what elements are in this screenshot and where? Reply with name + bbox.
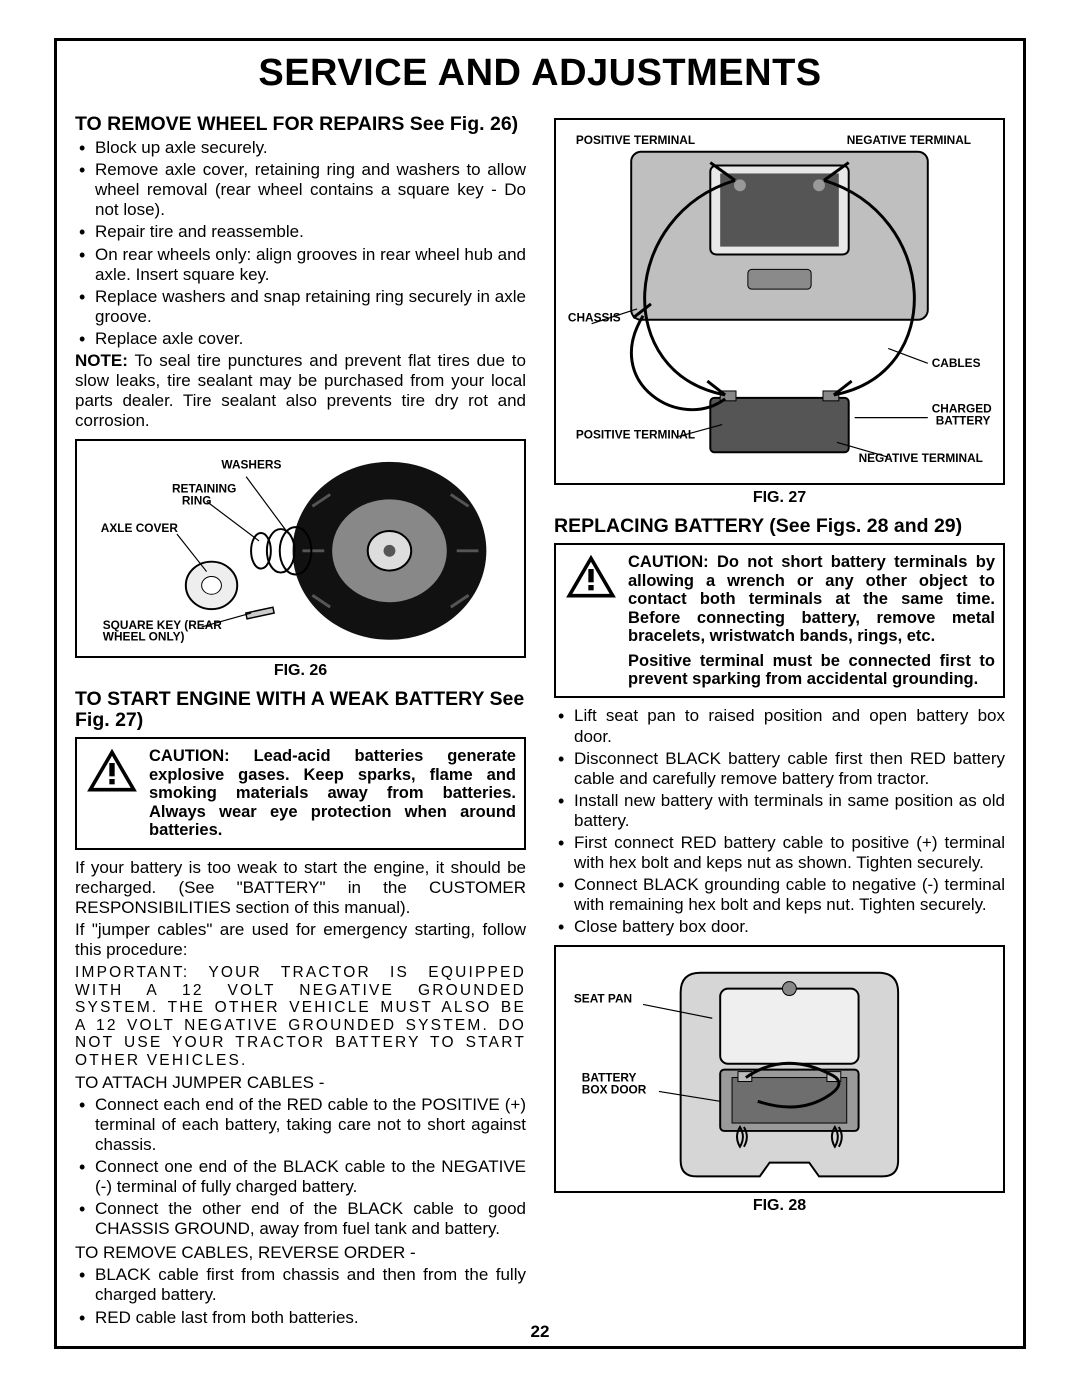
list-item: Disconnect BLACK battery cable first the… [554, 749, 1005, 789]
heading-weak-battery: TO START ENGINE WITH A WEAK BATTERY See … [75, 689, 526, 732]
fig28-caption: FIG. 28 [554, 1197, 1005, 1216]
fig26-caption: FIG. 26 [75, 662, 526, 681]
page-number: 22 [57, 1322, 1023, 1342]
remove-list: BLACK cable first from chassis and then … [75, 1265, 526, 1327]
label-sqkey2: WHEEL ONLY) [103, 630, 185, 644]
caution-box-left: CAUTION: Lead-acid batteries generate ex… [75, 737, 526, 849]
list-item: Lift seat pan to raised position and ope… [554, 706, 1005, 746]
label-pos2: POSITIVE TERMINAL [576, 427, 695, 441]
figure-28: SEAT PAN BATTERY BOX DOOR [554, 945, 1005, 1193]
heading-replace: REPLACING BATTERY (See Figs. 28 and 29) [554, 516, 1005, 537]
p-jumper: If "jumper cables" are used for emergenc… [75, 920, 526, 960]
label-retaining2: RING [182, 493, 212, 507]
attach-head: TO ATTACH JUMPER CABLES - [75, 1073, 526, 1093]
figure-26: WASHERS RETAINING RING AXLE COVER SQUARE… [75, 439, 526, 658]
note-body: To seal tire punctures and prevent flat … [75, 351, 526, 430]
label-neg: NEGATIVE TERMINAL [847, 133, 971, 147]
remove-head: TO REMOVE CABLES, REVERSE ORDER - [75, 1243, 526, 1263]
warning-icon [564, 553, 618, 606]
caution-text: CAUTION: Lead-acid batteries generate ex… [149, 747, 516, 839]
label-seat: SEAT PAN [574, 991, 632, 1005]
list-item: BLACK cable first from chassis and then … [75, 1265, 526, 1305]
warning-icon [85, 747, 139, 800]
left-column: TO REMOVE WHEEL FOR REPAIRS See Fig. 26)… [75, 110, 526, 1330]
list-item: On rear wheels only: align grooves in re… [75, 245, 526, 285]
list-item: Connect the other end of the BLACK cable… [75, 1199, 526, 1239]
right-column: POSITIVE TERMINAL NEGATIVE TERMINAL CHAS… [554, 110, 1005, 1330]
list-item: Connect BLACK grounding cable to negativ… [554, 875, 1005, 915]
list-item: Close battery box door. [554, 917, 1005, 937]
list-item: Repair tire and reassemble. [75, 222, 526, 242]
label-washers: WASHERS [221, 458, 281, 472]
caution-box-right: CAUTION: Do not short battery terminals … [554, 543, 1005, 698]
wheel-list: Block up axle securely. Remove axle cove… [75, 138, 526, 348]
fig28-svg: SEAT PAN BATTERY BOX DOOR [562, 953, 997, 1180]
fig26-svg: WASHERS RETAINING RING AXLE COVER SQUARE… [83, 447, 518, 645]
label-charged2: BATTERY [936, 413, 991, 427]
note-lead: NOTE: [75, 351, 128, 370]
caution-r1: CAUTION: Do not short battery terminals … [628, 553, 995, 645]
important-text: IMPORTANT: YOUR TRACTOR IS EQUIPPED WITH… [75, 964, 526, 1069]
label-pos: POSITIVE TERMINAL [576, 133, 695, 147]
list-item: Remove axle cover, retaining ring and wa… [75, 160, 526, 220]
list-item: Connect one end of the BLACK cable to th… [75, 1157, 526, 1197]
list-item: Install new battery with terminals in sa… [554, 791, 1005, 831]
p-recharge: If your battery is too weak to start the… [75, 858, 526, 918]
note-paragraph: NOTE: To seal tire punctures and prevent… [75, 351, 526, 431]
figure-27: POSITIVE TERMINAL NEGATIVE TERMINAL CHAS… [554, 118, 1005, 485]
list-item: Block up axle securely. [75, 138, 526, 158]
fig27-svg: POSITIVE TERMINAL NEGATIVE TERMINAL CHAS… [562, 126, 997, 472]
list-item: Connect each end of the RED cable to the… [75, 1095, 526, 1155]
label-chassis: CHASSIS [568, 311, 621, 325]
label-neg2: NEGATIVE TERMINAL [859, 451, 983, 465]
page-title: SERVICE AND ADJUSTMENTS [75, 51, 1005, 96]
list-item: Replace axle cover. [75, 329, 526, 349]
fig27-caption: FIG. 27 [554, 489, 1005, 508]
list-item: Replace washers and snap retaining ring … [75, 287, 526, 327]
label-axle-cover: AXLE COVER [101, 521, 179, 535]
replace-list: Lift seat pan to raised position and ope… [554, 706, 1005, 937]
caution-r2: Positive terminal must be connected firs… [628, 652, 995, 689]
label-cables: CABLES [932, 356, 981, 370]
caution-text-right: CAUTION: Do not short battery terminals … [628, 553, 995, 688]
label-box2: BOX DOOR [582, 1082, 647, 1096]
list-item: First connect RED battery cable to posit… [554, 833, 1005, 873]
heading-wheel: TO REMOVE WHEEL FOR REPAIRS See Fig. 26) [75, 114, 526, 135]
attach-list: Connect each end of the RED cable to the… [75, 1095, 526, 1239]
